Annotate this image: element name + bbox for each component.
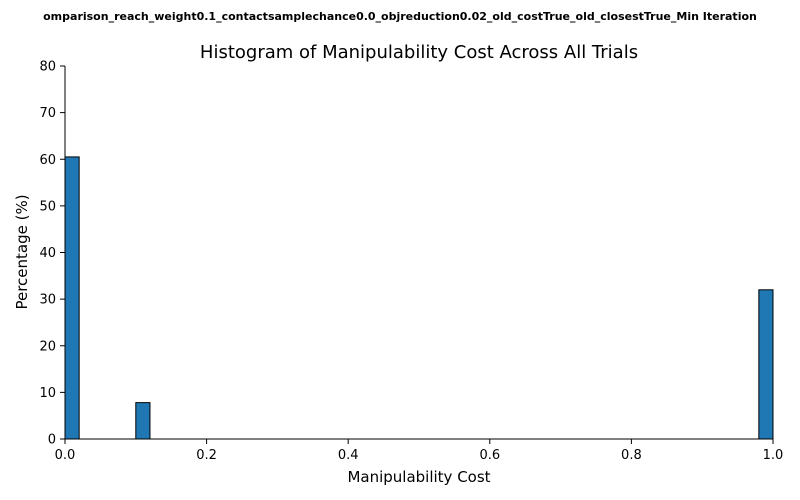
y-tick-label: 80 [39, 60, 56, 75]
x-tick-label: 0.4 [338, 448, 359, 463]
histogram-bar-2 [758, 289, 774, 440]
x-tick-label: 0.2 [196, 448, 217, 463]
y-tick-label: 10 [39, 386, 56, 401]
y-tick-label: 20 [39, 339, 56, 354]
y-axis-label: Percentage (%) [13, 194, 31, 309]
x-tick-label: 0.0 [55, 448, 76, 463]
y-tick-label: 30 [39, 293, 56, 308]
x-tick-label: 0.8 [621, 448, 642, 463]
y-tick-label: 70 [39, 106, 56, 121]
y-tick-label: 40 [39, 246, 56, 261]
y-tick-label: 0 [48, 433, 56, 448]
y-tick-label: 60 [39, 153, 56, 168]
x-axis-label: Manipulability Cost [347, 468, 490, 486]
figure-suptitle: omparison_reach_weight0.1_contactsamplec… [43, 10, 757, 23]
chart-title: Histogram of Manipulability Cost Across … [200, 42, 638, 63]
y-axis-ticks: 0 10 20 30 40 50 60 70 80 [39, 60, 65, 448]
x-axis-ticks: 0.0 0.2 0.4 0.6 0.8 1.0 [55, 439, 784, 463]
histogram-bars [64, 156, 774, 440]
histogram-bar-1 [135, 402, 151, 440]
x-tick-label: 0.6 [479, 448, 500, 463]
histogram-bar-0 [64, 156, 80, 440]
y-tick-label: 50 [39, 199, 56, 214]
x-tick-label: 1.0 [763, 448, 784, 463]
